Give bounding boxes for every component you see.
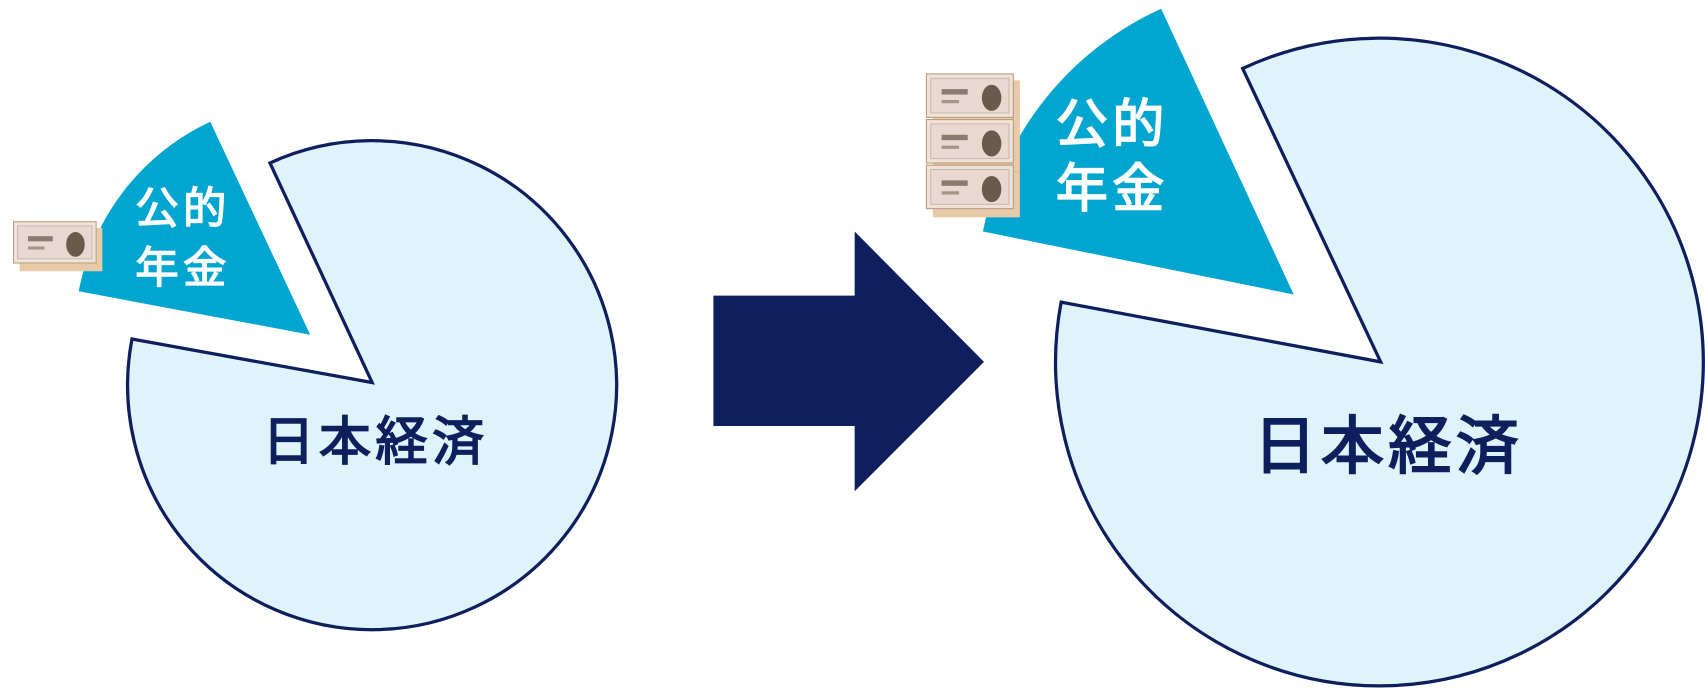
banknote-bundle <box>13 221 103 272</box>
banknote-bundle <box>925 164 1021 218</box>
before-group: 公的 年金 日本経済 <box>13 121 619 632</box>
pie-label: 日本経済 <box>262 413 488 473</box>
economy-pie <box>126 139 619 632</box>
after-group: 公的 年金 日本経済 <box>925 8 1705 688</box>
slice-label: 年金 <box>1056 159 1169 219</box>
slice-label: 年金 <box>135 244 231 294</box>
pension-slice <box>78 121 311 335</box>
slice-label: 公的 <box>135 184 231 234</box>
economy-pie <box>1053 36 1705 688</box>
pension-slice <box>982 8 1294 295</box>
banknote-bundle <box>925 73 1021 127</box>
banknote-bundle <box>925 118 1021 173</box>
pie-label: 日本経済 <box>1254 409 1523 483</box>
slice-label: 公的 <box>1056 95 1169 155</box>
arrow <box>713 231 984 492</box>
